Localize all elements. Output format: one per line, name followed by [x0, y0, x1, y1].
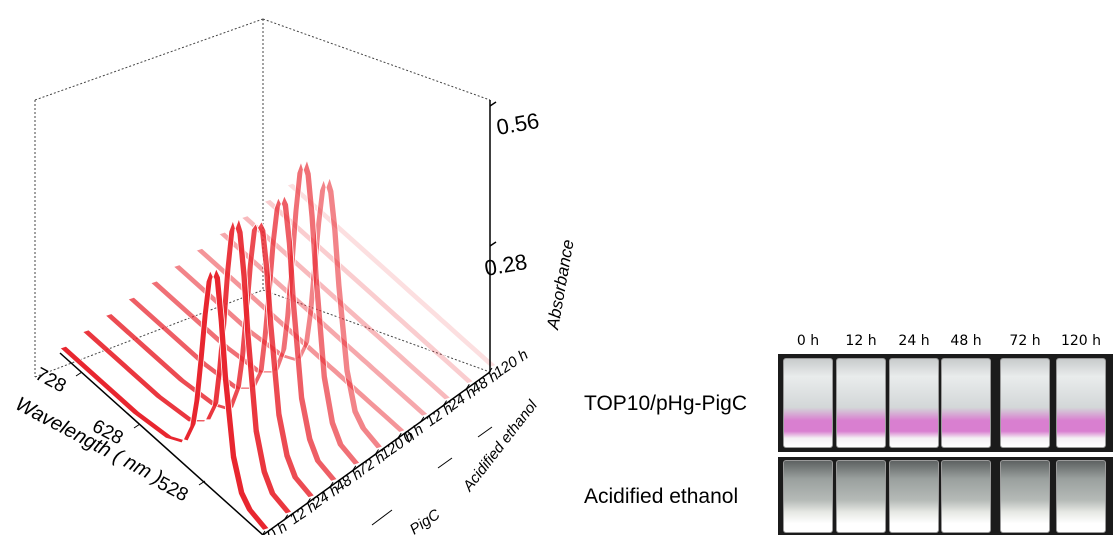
absorbance-axis-title: Absorbance	[543, 238, 578, 332]
time-tick-2	[305, 498, 311, 505]
time-tick-4	[351, 465, 357, 473]
cuvette-pigc-12h	[836, 358, 886, 448]
cuvette-ethanol-120h	[1056, 460, 1106, 533]
cuvette-ethanol-12h	[836, 460, 886, 533]
time-tick-8	[442, 400, 448, 407]
time-tick-label-10: 120 h	[491, 346, 532, 381]
time-tick-3	[328, 481, 334, 489]
cuvette-ethanol-24h	[889, 460, 939, 533]
cuvette-pigc-72h	[1000, 358, 1050, 448]
time-tick-9	[464, 384, 470, 391]
photo-time-label-24h: 24 h	[898, 333, 930, 349]
chart-axes	[59, 100, 497, 535]
photo-time-label-120h: 120 h	[1060, 333, 1102, 349]
group-divider-1	[371, 509, 393, 526]
cuvette-ethanol-72h	[1000, 460, 1050, 533]
wavelength-axis-title: Wavelength ( nm )	[12, 393, 166, 489]
series-ridge-pigc-12h	[81, 217, 293, 515]
group-divider-3	[477, 426, 493, 438]
photo-time-label-0h: 0 h	[796, 333, 820, 349]
absorbance-labels: 0.56 0.28 Absorbance	[483, 108, 578, 332]
time-axis	[262, 371, 491, 535]
wavelength-axis	[59, 352, 264, 535]
time-tick-10	[487, 367, 493, 375]
series-ridge-acidified-ethanol-120h	[286, 182, 497, 368]
time-tick-5	[374, 449, 379, 456]
series-ridge-pigc-0h	[59, 267, 270, 531]
cuvette-pigc-120h	[1056, 358, 1106, 448]
box-floor-back-left	[34, 289, 264, 378]
time-tick-1	[283, 514, 289, 521]
absorbance-tick-high	[489, 101, 497, 107]
row-label-top10-pigc: TOP10/pHg-PigC	[584, 392, 748, 415]
abs-tick-056: 0.56	[495, 108, 542, 140]
photo-time-label-48h: 48 h	[950, 333, 982, 349]
time-tick-6	[396, 432, 402, 440]
absorbance-tick-low	[489, 241, 497, 247]
wl-tick-628	[133, 423, 141, 429]
box-top-right-edge	[262, 18, 491, 101]
photo-time-label-72h: 72 h	[1009, 333, 1041, 349]
cuvette-ethanol-0h	[783, 460, 833, 533]
group-divider-2	[437, 457, 453, 469]
wl-tick-728	[75, 371, 83, 377]
cuvette-pigc-0h	[783, 358, 833, 448]
series-ridge-pigc-24h	[104, 220, 316, 499]
photo-time-label-12h: 12 h	[845, 333, 877, 349]
cuvette-ethanol-48h	[941, 460, 991, 533]
group-label-acidified-ethanol: Acidified ethanol	[459, 397, 541, 496]
box-back-top-edge	[34, 18, 264, 101]
row-label-acidified-ethanol: Acidified ethanol	[584, 485, 739, 508]
series-ridge-pigc-120h	[172, 176, 384, 450]
wl-label-728: 728	[32, 364, 70, 397]
cuvette-pigc-24h	[889, 358, 939, 448]
series-ridge-pigc-72h	[150, 158, 361, 466]
time-tick-0	[261, 530, 266, 535]
chart-box	[34, 18, 491, 378]
cuvette-pigc-48h	[941, 358, 991, 448]
group-label-pigc: PigC	[407, 506, 444, 535]
wl-tick-528	[198, 480, 206, 486]
spectra-ridges	[59, 158, 497, 531]
waterfall-chart: 728 628 528 Wavelength ( nm ) 0.56 0.28 …	[12, 18, 578, 535]
series-ridge-pigc-48h	[127, 194, 338, 482]
time-tick-label-0: 0 h	[264, 519, 291, 535]
time-tick-7	[419, 416, 425, 424]
